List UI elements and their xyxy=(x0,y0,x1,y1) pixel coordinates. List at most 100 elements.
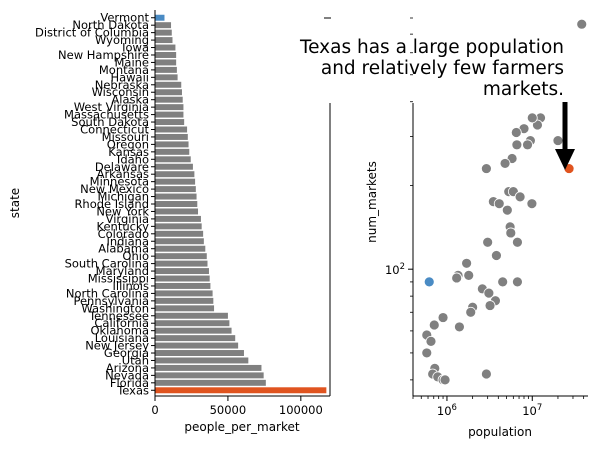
bar xyxy=(155,119,185,126)
bar xyxy=(155,387,327,394)
bar-ytick-label: Utah xyxy=(122,353,149,367)
bar-ytick-label: Arkansas xyxy=(97,167,149,181)
bar xyxy=(155,372,264,379)
bar xyxy=(155,282,211,289)
bar-ytick-label: Rhode Island xyxy=(74,197,149,211)
scatter-point xyxy=(510,127,522,138)
bar-ytick-label: Illinois xyxy=(113,279,150,293)
scatter-point xyxy=(522,139,533,151)
scatter-xtick-label: 106 xyxy=(437,403,457,418)
bar-ytick-label: New York xyxy=(96,204,149,218)
scatter-point xyxy=(497,276,509,288)
bar xyxy=(155,141,189,148)
scatter-point xyxy=(425,335,437,347)
scatter-point xyxy=(423,276,435,288)
bar xyxy=(155,44,176,51)
bar-ytick-label: Pennsylvania xyxy=(73,294,149,308)
bar-ytick-label: Kansas xyxy=(108,145,149,159)
bar xyxy=(155,52,177,58)
bar-ytick-label: West Virginia xyxy=(74,100,149,114)
bar xyxy=(155,312,228,319)
scatter-point xyxy=(512,276,523,288)
bar xyxy=(155,89,182,96)
scatter-point xyxy=(511,139,523,151)
bar-ytick-label: Louisiana xyxy=(95,331,149,345)
bar xyxy=(155,178,196,185)
bar-ytick-label: Minnesota xyxy=(90,175,149,189)
bar xyxy=(155,156,191,163)
scatter-point xyxy=(576,18,588,30)
bar-ytick-label: New Hampshire xyxy=(58,48,149,62)
bar-ytick-label: Florida xyxy=(110,376,149,390)
bar-xlabel: people_per_market xyxy=(184,420,299,434)
scatter-point xyxy=(512,236,523,248)
bar-ytick-label: Wyoming xyxy=(95,33,149,47)
bar xyxy=(155,59,177,66)
bar xyxy=(155,327,232,334)
bar-ytick-label: New Mexico xyxy=(80,182,149,196)
scatter-point xyxy=(480,163,492,174)
scatter-point xyxy=(499,158,511,169)
bar-ytick-label: Nevada xyxy=(105,368,149,382)
scatter-point xyxy=(552,135,564,146)
scatter-point xyxy=(493,198,505,210)
bar-ytick-label: Wisconsin xyxy=(92,85,149,99)
bar xyxy=(155,335,236,342)
scatter-point xyxy=(480,368,492,380)
bar xyxy=(155,37,173,44)
scatter-point xyxy=(428,319,440,331)
bar-ytick-label: Hawaii xyxy=(110,70,149,84)
bar xyxy=(155,342,239,349)
scatter-point xyxy=(439,374,451,386)
bar xyxy=(155,208,199,215)
bar-ytick-label: Alabama xyxy=(98,242,149,256)
bar-ytick-label: Iowa xyxy=(122,41,149,55)
scatter-point xyxy=(483,287,495,299)
bar-ytick-label: Kentucky xyxy=(96,219,149,233)
scatter-point xyxy=(491,250,502,261)
bar-ytick-label: Michigan xyxy=(97,190,149,204)
bar-ytick-label: Vermont xyxy=(100,11,149,25)
bar-ytick-label: South Carolina xyxy=(65,257,149,271)
scatter-point xyxy=(437,312,449,323)
bar xyxy=(155,186,196,193)
scatter-point xyxy=(482,236,494,248)
bar xyxy=(155,297,214,304)
bar-ytick-label: Montana xyxy=(99,63,149,77)
bar-ytick-label: Nebraska xyxy=(95,78,149,92)
bar xyxy=(155,148,190,155)
bar-ytick-label: South Dakota xyxy=(71,115,149,129)
scatter-point xyxy=(505,227,517,239)
bar xyxy=(155,320,230,327)
bar-ytick-label: Washington xyxy=(81,301,149,315)
bar xyxy=(155,171,195,178)
scatter-point xyxy=(526,112,538,124)
scatter-point xyxy=(454,321,465,333)
bar xyxy=(155,350,244,356)
scatter-ytick-label: 102 xyxy=(385,262,405,277)
scatter-point xyxy=(421,347,433,359)
bar xyxy=(155,163,193,170)
bar xyxy=(155,96,183,103)
bar-ytick-label: Colorado xyxy=(98,227,149,241)
bar-ytick-label: Maine xyxy=(114,55,149,69)
bar-ytick-label: Oregon xyxy=(107,137,149,151)
scatter-ylabel: num_markets xyxy=(365,161,379,243)
bar xyxy=(155,29,172,36)
scatter-point xyxy=(461,257,473,269)
bar xyxy=(155,260,208,267)
bar xyxy=(155,230,204,237)
bar xyxy=(155,14,165,21)
bar-ytick-label: Missouri xyxy=(102,130,149,144)
bar xyxy=(155,104,184,111)
scatter-point xyxy=(451,272,463,284)
bar-ytick-label: Tennessee xyxy=(88,309,149,323)
bar xyxy=(155,364,262,371)
bar xyxy=(155,201,198,207)
scatter-point xyxy=(514,191,526,203)
bar xyxy=(155,133,188,140)
scatter-point xyxy=(501,204,513,216)
bar-ytick-label: North Dakota xyxy=(72,18,149,32)
